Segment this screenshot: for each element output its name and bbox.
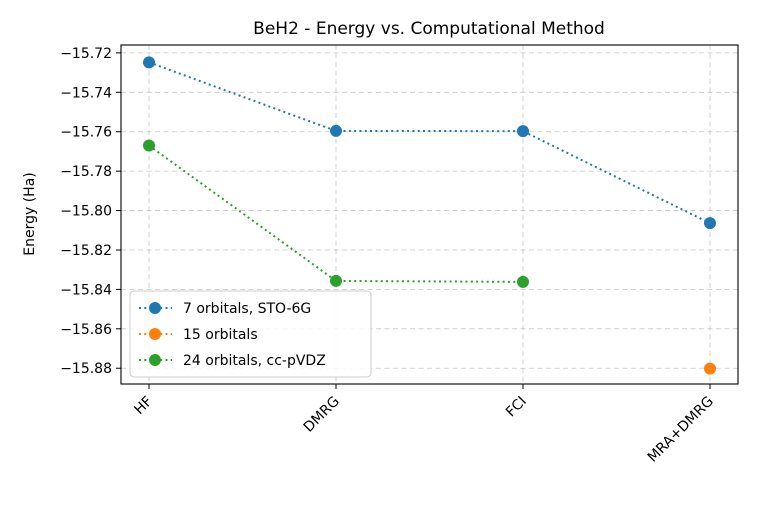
chart-title: BeH2 - Energy vs. Computational Method (253, 19, 605, 39)
data-point (704, 217, 716, 230)
grid (121, 45, 738, 384)
y-tick-label: −15.76 (60, 125, 112, 141)
y-tick-label: −15.72 (60, 46, 112, 62)
series-2 (704, 362, 716, 375)
series-line (148, 144, 524, 283)
series-3 (143, 139, 529, 288)
legend-item: 7 orbitals, STO-6G (139, 301, 311, 317)
x-tick-label: HF (131, 394, 155, 418)
y-tick-label: −15.82 (60, 243, 112, 259)
x-tick-label: FCI (503, 394, 530, 421)
data-point (143, 139, 155, 152)
y-tick-label: −15.74 (60, 85, 112, 101)
legend-label: 7 orbitals, STO-6G (183, 301, 311, 317)
plot-frame (120, 44, 739, 385)
y-tick-label: −15.80 (60, 204, 112, 220)
y-tick-label: −15.88 (60, 361, 112, 377)
y-tick-label: −15.86 (60, 322, 112, 338)
legend-marker (149, 328, 161, 340)
data-point (143, 56, 155, 69)
data-point (330, 274, 342, 287)
data-point (517, 125, 529, 138)
x-axis: HF DMRG FCI MRA+DMRG (131, 384, 717, 466)
series-layer (143, 56, 716, 375)
legend-label: 24 orbitals, cc-pVDZ (183, 353, 326, 369)
legend: 7 orbitals, STO-6G 15 orbitals 24 orbitals… (129, 290, 372, 378)
legend-label: 15 orbitals (183, 327, 258, 343)
legend-marker (149, 354, 161, 366)
x-tick-label: MRA+DMRG (645, 394, 717, 466)
y-axis: −15.72 −15.74 −15.76 −15.78 −15.80 −15.82 −15.… (60, 46, 121, 377)
x-tick-label: DMRG (301, 394, 343, 436)
series-line (148, 61, 711, 225)
legend-item: 15 orbitals (139, 327, 258, 343)
legend-item: 24 orbitals, cc-pVDZ (139, 353, 326, 369)
data-point (704, 362, 716, 375)
data-point (517, 275, 529, 288)
series-1 (143, 56, 716, 230)
y-tick-label: −15.78 (60, 164, 112, 180)
y-tick-label: −15.84 (60, 282, 112, 298)
legend-marker (149, 302, 161, 314)
legend-box (129, 290, 372, 378)
data-point (330, 124, 342, 137)
y-axis-label: Energy (Ha) (22, 172, 38, 256)
